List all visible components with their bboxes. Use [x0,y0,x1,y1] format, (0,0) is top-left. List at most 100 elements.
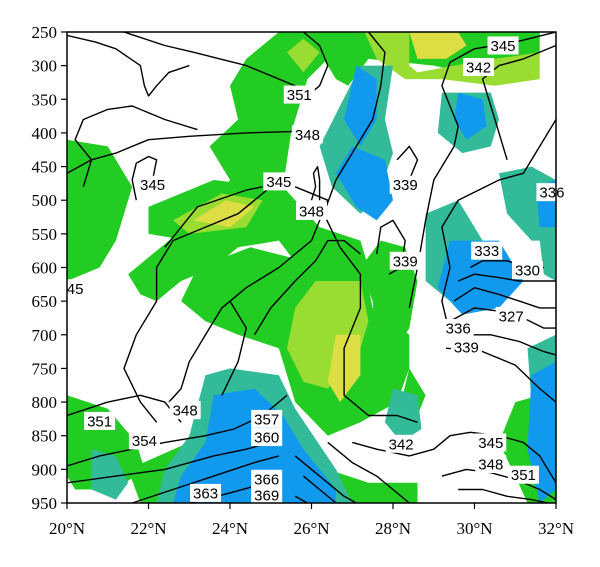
contour-label-background [251,409,283,428]
y-tick-label: 800 [32,393,58,412]
y-tick-label: 700 [32,326,58,345]
y-tick-label: 600 [32,259,58,278]
x-tick-label: 22°N [130,519,166,538]
contour-label: 354 [132,433,157,450]
contour-label: 345 [491,38,516,55]
contour-label-background [471,241,503,260]
contour-label: 339 [393,253,418,270]
contour-label: 369 [254,487,279,504]
contour-label-background [64,279,87,298]
contour-label-background [128,431,160,450]
contour-line [123,186,272,423]
y-tick-label: 950 [32,494,58,513]
contour-label: 348 [173,403,198,420]
contour-line [453,287,556,309]
x-tick-label: 26°N [293,519,329,538]
contour-label: 336 [446,321,471,338]
contour-label-background [389,251,421,270]
contour-line [67,441,271,484]
contour-label-background [251,428,283,447]
y-tick-label: 300 [32,57,58,76]
contour-label-background [291,125,323,144]
contour-label-background [251,469,283,488]
contour-label: 357 [254,411,279,428]
contour-label: 345 [140,177,165,194]
shaded-region-blue [454,92,487,140]
contour-label-background [475,454,507,473]
contour-line [481,44,556,161]
shaded-region-yellowgreen [287,38,320,73]
x-tick-label: 32°N [538,519,574,538]
contour-label: 351 [287,87,312,104]
contour-lines [67,32,556,503]
y-tick-label: 400 [32,124,58,143]
x-tick-label: 20°N [49,519,85,538]
contour-label: 348 [295,127,320,144]
contour-line [253,239,361,336]
shaded-region-blue [336,146,393,221]
contour-label-background [385,434,417,453]
y-tick-label: 250 [32,23,58,42]
contour-line [441,119,556,335]
contour-label: 327 [499,308,524,325]
contour-label-background [495,306,527,325]
contour-label: 351 [87,413,112,430]
y-tick-label: 450 [32,158,58,177]
contour-label-background [283,85,315,104]
contour-line [294,495,308,503]
contour-line [458,488,549,503]
contour-line [457,273,556,282]
contour-label-background [296,201,327,220]
contour-label: 330 [515,263,540,280]
shaded-region-teal [539,233,556,281]
contour-line [396,145,419,181]
shaded-regions [67,32,556,503]
contour-label: 360 [254,430,279,447]
shaded-region-yellowgreen [364,32,540,86]
contour-label: 45 [67,281,84,298]
y-tick-label: 350 [32,90,58,109]
contour-label-background [475,433,507,452]
contour-label-background [190,483,222,502]
contour-line [168,186,329,403]
contour-label-background [169,401,201,420]
shaded-region-teal [384,388,422,443]
y-axis: 250 300 350 400 450 500 550 600 650 700 750 800 850 9… [32,23,67,513]
shaded-region-yellow [409,32,467,59]
shaded-region-green [67,139,133,281]
shaded-region-yellow [193,200,255,228]
x-tick-label: 28°N [375,519,411,538]
contour-label: 339 [454,339,479,356]
contour-label-background [251,485,283,504]
x-axis: 20°N 22°N 24°N 26°N 28°N 30°N 32°N [49,503,574,538]
contour-label: 342 [389,436,414,453]
contour-line [164,186,263,248]
x-tick-label: 30°N [456,519,492,538]
shaded-region-teal [91,449,129,500]
contour-label-background [511,261,543,280]
contour-line [323,32,418,423]
contour-line [441,468,556,501]
contour-line [294,455,357,503]
contour-line [302,475,337,503]
y-tick-label: 850 [32,427,58,446]
contour-label-background [507,465,539,484]
contour-label: 366 [254,471,279,488]
contour-label-background [463,57,495,76]
y-tick-label: 900 [32,460,58,479]
contour-line [327,441,410,503]
contour-label-background [389,175,421,194]
contour-line [67,34,190,97]
contour-label: 333 [474,243,499,260]
contour-label: 339 [393,177,418,194]
x-tick-label: 24°N [212,519,248,538]
contour-line [67,130,320,174]
contour-label: 348 [299,203,324,220]
contour-line [408,32,556,309]
contour-line [131,155,158,201]
y-tick-label: 650 [32,292,58,311]
contour-label-background [137,175,169,194]
contour-label-background [536,183,568,202]
